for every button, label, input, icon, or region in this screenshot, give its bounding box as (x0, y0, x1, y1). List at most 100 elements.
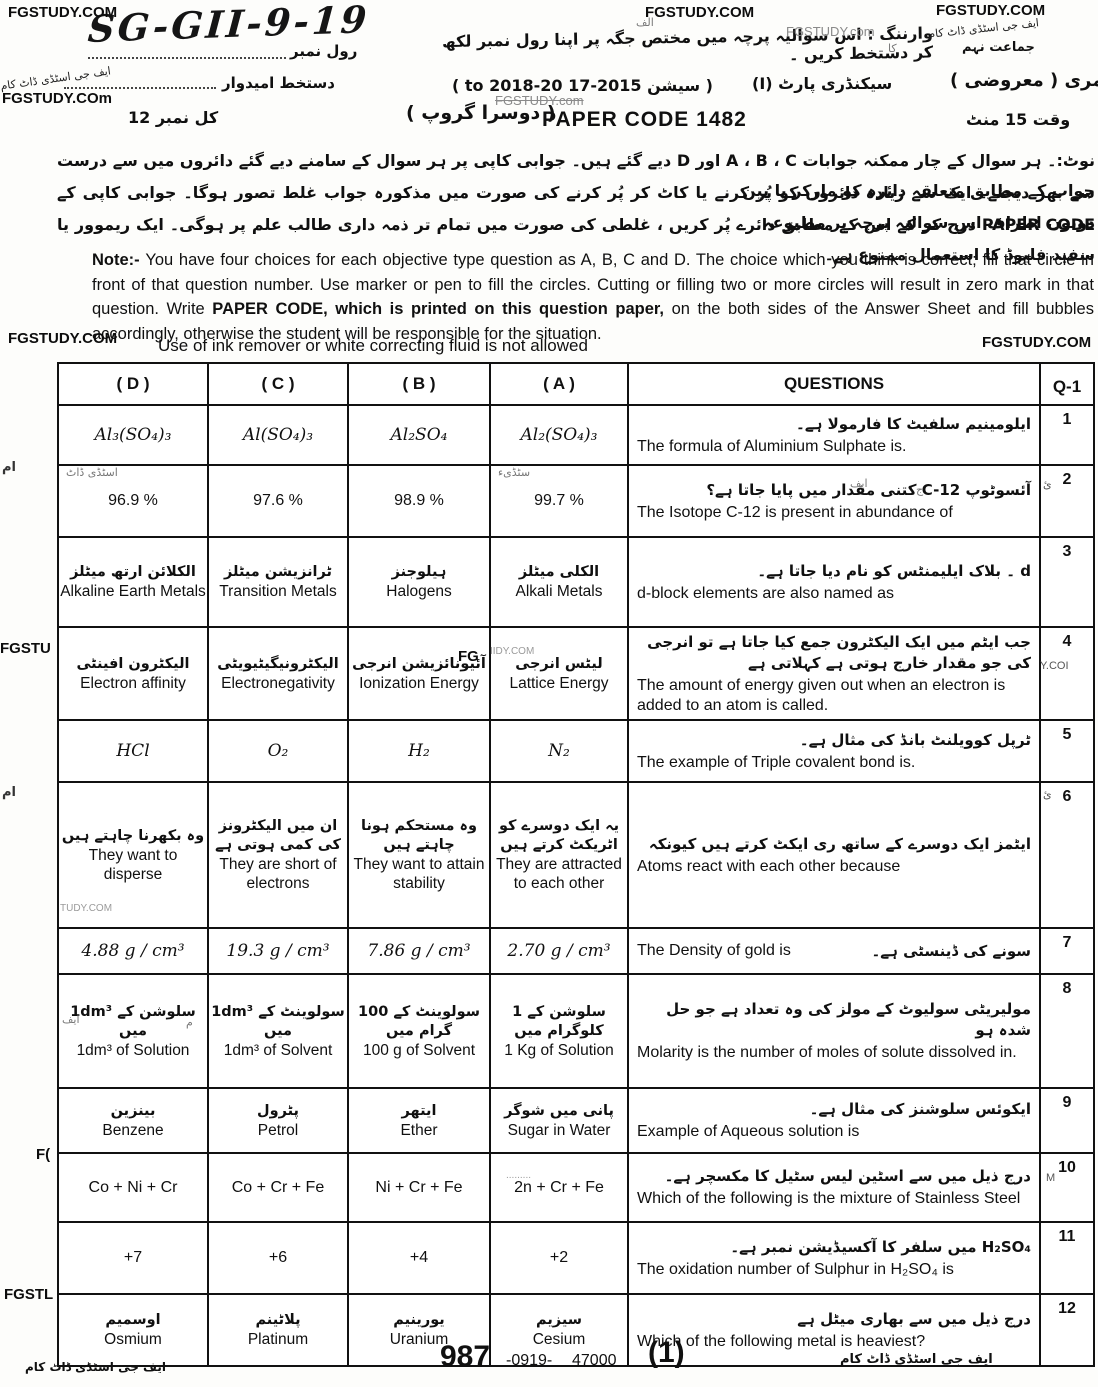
table-header-cell: ( D ) (116, 374, 150, 393)
question-english: Atoms react with each other because (637, 857, 901, 875)
watermark: FGSTUDY.COM (8, 330, 118, 347)
question-number-cell: 4 (1039, 628, 1093, 719)
option-text: Co + Cr + Fe (231, 1178, 325, 1196)
watermark: FGSTUDY.COM (936, 2, 1046, 19)
question-english: Molarity is the number of moles of solut… (637, 1044, 1017, 1061)
question-cell: ایکوئس سلوشنز کی مثال ہے۔ Example of Aque… (627, 1089, 1039, 1152)
option-cell-d: سلوشن کے 1dm³ میں 1dm³ of Solution (59, 975, 207, 1087)
option-text: +6 (268, 1249, 288, 1266)
question-number-cell: 7 (1039, 929, 1093, 973)
watermark: FGSTUDY.COm (2, 90, 113, 107)
option-cell-b: آئیونائزیشن انرجی Ionization Energy (347, 628, 489, 719)
english-note-body2: on the both sides of the Answer Sheet an… (92, 300, 1094, 343)
urdu-note-line-3: PAPER CODE درج کر کے اس کے مطابق دائرے پ… (57, 215, 1095, 264)
option-english: Ether (400, 1121, 438, 1139)
watermark: FGSTUDY.COM (645, 4, 755, 21)
option-text: Co + Ni + Cr (88, 1178, 178, 1196)
option-cell-b: Al₂SO₄ (347, 406, 489, 464)
option-cell-c: ٹرانزیشن میٹلز Transition Metals (207, 538, 347, 626)
table-header-cell: Q-1 (1039, 364, 1093, 404)
question-cell: d ۔ بلاک ایلیمنٹس کو نام دیا جاتا ہے۔ d-b… (627, 538, 1039, 626)
option-urdu: سیزیم (535, 1312, 582, 1328)
question-english: The amount of energy given out when an e… (637, 676, 1006, 714)
question-urdu: درج ذیل میں سے اسٹین لیس سٹیل کا مکسچر ہ… (664, 1167, 1031, 1185)
question-english: Which of the following is the mixture of… (637, 1190, 1021, 1207)
option-urdu: الکلائن ارتھ میٹلز (70, 564, 196, 580)
questions-table: ( D )( C )( B )( A ) QUESTIONS Q-1 Al₃(SO₄)… (57, 362, 1095, 1367)
watermark: ......... (506, 1170, 532, 1181)
question-number-cell: 3 (1039, 538, 1093, 626)
roll-number-line (88, 56, 286, 59)
option-cell-c: 19.3 g / cm³ (207, 929, 347, 973)
watermark: FGSTUDY.COM (8, 4, 118, 21)
option-cell-a: یہ ایک دوسرے کو اٹریکٹ کرتے ہیں They are … (489, 783, 627, 927)
option-cell-b: ایتھر Ether (347, 1089, 489, 1152)
option-text: O₂ (267, 741, 289, 761)
option-cell-c: سولوینٹ کے 1dm³ میں 1dm³ of Solvent (207, 975, 347, 1087)
option-english: Petrol (257, 1121, 299, 1139)
option-text: 19.3 g / cm³ (226, 941, 330, 961)
option-cell-d: الیکٹرون افینٹی Electron affinity (59, 628, 207, 719)
option-text: HCl (116, 741, 150, 761)
option-urdu: پلاٹینم (255, 1312, 301, 1328)
watermark: F( (36, 1146, 51, 1163)
question-cell: مولیریٹی سولیوٹ کے مولز کی وہ تعداد ہے ج… (627, 975, 1039, 1087)
question-english: Which of the following metal is heaviest… (637, 1332, 926, 1350)
option-text: H₂ (408, 741, 430, 761)
watermark: IIDY.COM (490, 646, 535, 657)
option-urdu: آئیونائزیشن انرجی (352, 655, 486, 672)
watermark: ایف (62, 1013, 80, 1026)
question-urdu: ٹرپل کوویلنٹ بانڈ کی مثال ہے۔ (799, 730, 1031, 749)
option-urdu: ایتھر (401, 1102, 437, 1119)
english-note-body1: You have four choices for each objective… (92, 251, 1094, 318)
watermark: FGSTUDY.com (495, 93, 584, 108)
option-urdu: سولوینٹ کے 100 گرام میں (358, 1003, 480, 1039)
option-cell-b: ہیلوجنز Halogens (347, 538, 489, 626)
option-cell-c: 97.6 % (207, 466, 347, 536)
option-english: Lattice Energy (509, 674, 609, 692)
option-cell-c: O₂ (207, 721, 347, 781)
question-urdu: سونے کی ڈینسٹی ہے۔ (871, 941, 1031, 960)
option-english: 1 Kg of Solution (504, 1041, 614, 1059)
option-english: 100 g of Solvent (362, 1041, 476, 1059)
option-cell-d: 96.9 % (59, 466, 207, 536)
question-urdu: ایکوئس سلوشنز کی مثال ہے۔ (809, 1100, 1031, 1118)
question-cell: ایٹمز ایک دوسرے کے ساتھ ری ایکٹ کرتے ہیں… (627, 783, 1039, 927)
question-cell: ٹرپل کوویلنٹ بانڈ کی مثال ہے۔ The example… (627, 721, 1039, 781)
question-cell: درج ذیل میں سے بھاری میٹل ہے Which of the… (627, 1295, 1039, 1365)
option-english: Osmium (104, 1331, 162, 1348)
question-urdu: d ۔ بلاک ایلیمنٹس کو نام دیا جاتا ہے۔ (757, 561, 1031, 580)
watermark: FGSTUDY.COM (982, 334, 1092, 351)
question-english: The oxidation number of Sulphur in H₂SO₄… (637, 1260, 954, 1278)
option-cell-c: الیکٹرونیگیٹیویٹی Electronegativity (207, 628, 347, 719)
signature-line (64, 86, 216, 89)
option-english: They are short of electrons (219, 856, 337, 892)
question-row: الیکٹرون افینٹی Electron affinity الیکٹرون… (59, 626, 1093, 719)
option-urdu: یورینیم (393, 1312, 445, 1328)
option-text: 98.9 % (394, 492, 444, 509)
option-urdu: ٹرانزیشن میٹلز (224, 564, 332, 580)
option-urdu: سلوشن کے 1dm³ میں (70, 1003, 196, 1039)
option-text: +2 (549, 1249, 569, 1266)
session-text: ( سیشن 2015-17 to 2018-20 ) (452, 76, 713, 95)
question-urdu: جب ایٹم میں ایک الیکٹرون جمع کیا جاتا ہے… (647, 632, 1031, 672)
option-cell-b: یورینیم Uranium (347, 1295, 489, 1365)
option-cell-c: پٹرول Petrol (207, 1089, 347, 1152)
table-header-cell: QUESTIONS (627, 364, 1039, 404)
option-text: 2.70 g / cm³ (507, 941, 611, 961)
option-text: 99.7 % (534, 492, 584, 509)
watermark: M (1046, 1172, 1056, 1184)
question-number-cell: 2 (1039, 466, 1093, 536)
option-english: Alkali Metals (515, 583, 603, 600)
watermark: FGSTL (4, 1286, 54, 1303)
urdu-note-line-2: سے بھر دیجئے۔ ایک سے زیادہ دائروں کو پُر… (57, 183, 1095, 232)
option-english: Electronegativity (221, 674, 335, 692)
question-number-cell: 11 (1039, 1223, 1093, 1293)
table-header-cell: ( C ) (207, 364, 347, 404)
english-note-bold: PAPER CODE, which is printed on this que… (212, 300, 664, 318)
question-number-cell: 9 (1039, 1089, 1093, 1152)
option-urdu: الکلی میٹلز (518, 564, 600, 580)
watermark: یٔ (1043, 789, 1052, 801)
class-label: جماعت نہم (962, 40, 1035, 55)
question-row: Al₃(SO₄)₃ Al(SO₄)₃ Al₂SO₄ Al₂(SO₄)₃ ایلومینی… (59, 404, 1093, 464)
